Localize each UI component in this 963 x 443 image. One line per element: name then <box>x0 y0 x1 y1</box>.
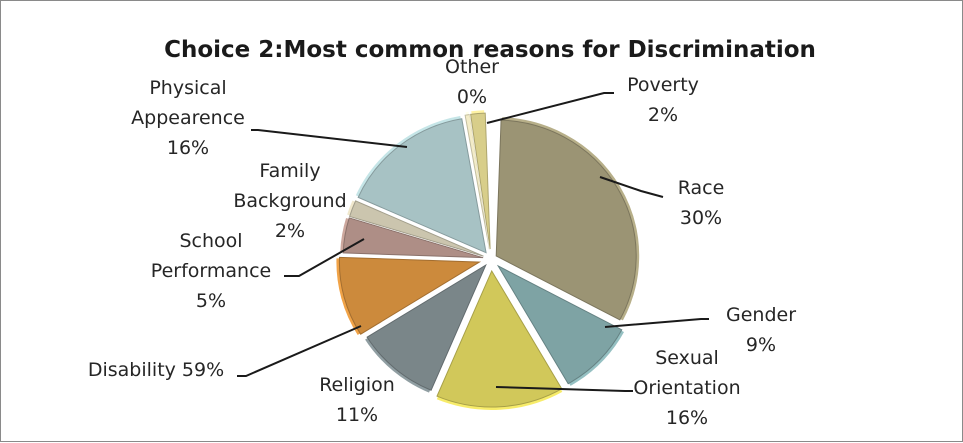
pie-slice-poverty <box>470 112 491 250</box>
slice-label-sexual-orientation: Sexual Orientation 16% <box>633 347 740 429</box>
slice-labels: Race 30% Gender 9%Sexual Orientation 16% Relig… <box>88 56 796 429</box>
pie-slice-religion <box>366 263 487 391</box>
slice-label-poverty: Poverty 2% <box>627 74 699 126</box>
leader-line-school-performance <box>284 238 365 277</box>
pie-slice-sexual-orientation <box>436 269 563 408</box>
slice-label-physical-appearence: Physical Appearence 16% <box>131 77 245 159</box>
chart-title: Choice 2:Most common reasons for Discrim… <box>164 37 816 63</box>
leader-line-poverty <box>486 92 614 124</box>
pie-slice-gender <box>496 264 623 385</box>
slice-label-religion: Religion 11% <box>319 374 395 426</box>
leader-line-disability <box>237 325 362 377</box>
pie-slice-school-performance <box>342 217 484 259</box>
slice-label-family-background: Family Background 2% <box>233 160 346 242</box>
slice-label-other: Other 0% <box>445 56 499 108</box>
pie-slice-family-background <box>348 200 484 257</box>
leader-line-gender <box>604 318 709 328</box>
leader-line-physical-appearence <box>251 129 408 148</box>
slice-label-disability: Disability 59% <box>88 359 224 381</box>
pie-slice-race <box>495 119 637 321</box>
leader-line-race <box>599 176 664 198</box>
slice-label-race: Race 30% <box>678 177 725 229</box>
pie-slices <box>334 108 642 412</box>
slice-label-school-performance: School Performance 5% <box>151 230 271 312</box>
pie-slice-disability <box>338 256 482 335</box>
leader-line-sexual-orientation <box>495 386 633 392</box>
slice-label-gender: Gender 9% <box>726 304 796 356</box>
leader-lines <box>237 92 709 392</box>
